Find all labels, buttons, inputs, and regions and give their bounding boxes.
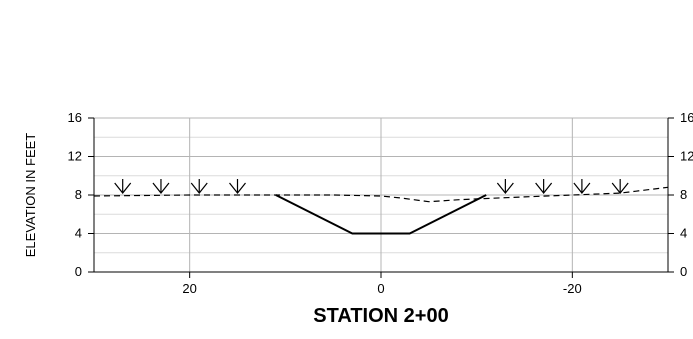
grid	[94, 117, 668, 273]
y-tick-label-right: 4	[680, 226, 687, 241]
x-tick-label: -20	[563, 281, 582, 296]
y-tick-label: 4	[75, 226, 82, 241]
y-tick-label: 12	[68, 149, 82, 164]
y-tick-label-right: 8	[680, 187, 687, 202]
x-axis-label: STATION 2+00	[313, 305, 448, 327]
water-surface-marker	[535, 179, 553, 194]
y-tick-label: 16	[68, 110, 82, 125]
channel-series	[275, 194, 487, 235]
water-surface-marker	[573, 179, 591, 194]
axes: 0 0 4 4 8 8 12 12 16 16 20 0 -20	[68, 110, 693, 296]
y-tick-label-right: 12	[680, 149, 693, 164]
ground-line-series	[93, 186, 669, 203]
y-tick-label: 0	[75, 264, 82, 279]
water-surface-marker	[152, 179, 170, 194]
water-surface-marker	[611, 179, 629, 194]
y-axis-label: ELEVATION IN FEET	[23, 133, 38, 258]
x-tick-label: 20	[182, 281, 196, 296]
water-surface-marker	[190, 179, 208, 194]
y-tick-label-right: 16	[680, 110, 693, 125]
water-surface-markers	[114, 179, 629, 194]
water-surface-marker	[114, 179, 132, 194]
water-surface-marker	[229, 179, 246, 194]
series	[93, 186, 669, 235]
axis-labels: ELEVATION IN FEET STATION 2+00	[23, 133, 449, 327]
water-surface-marker	[496, 179, 514, 194]
x-tick-label: 0	[377, 281, 384, 296]
y-tick-label-right: 0	[680, 264, 687, 279]
y-tick-label: 8	[75, 187, 82, 202]
